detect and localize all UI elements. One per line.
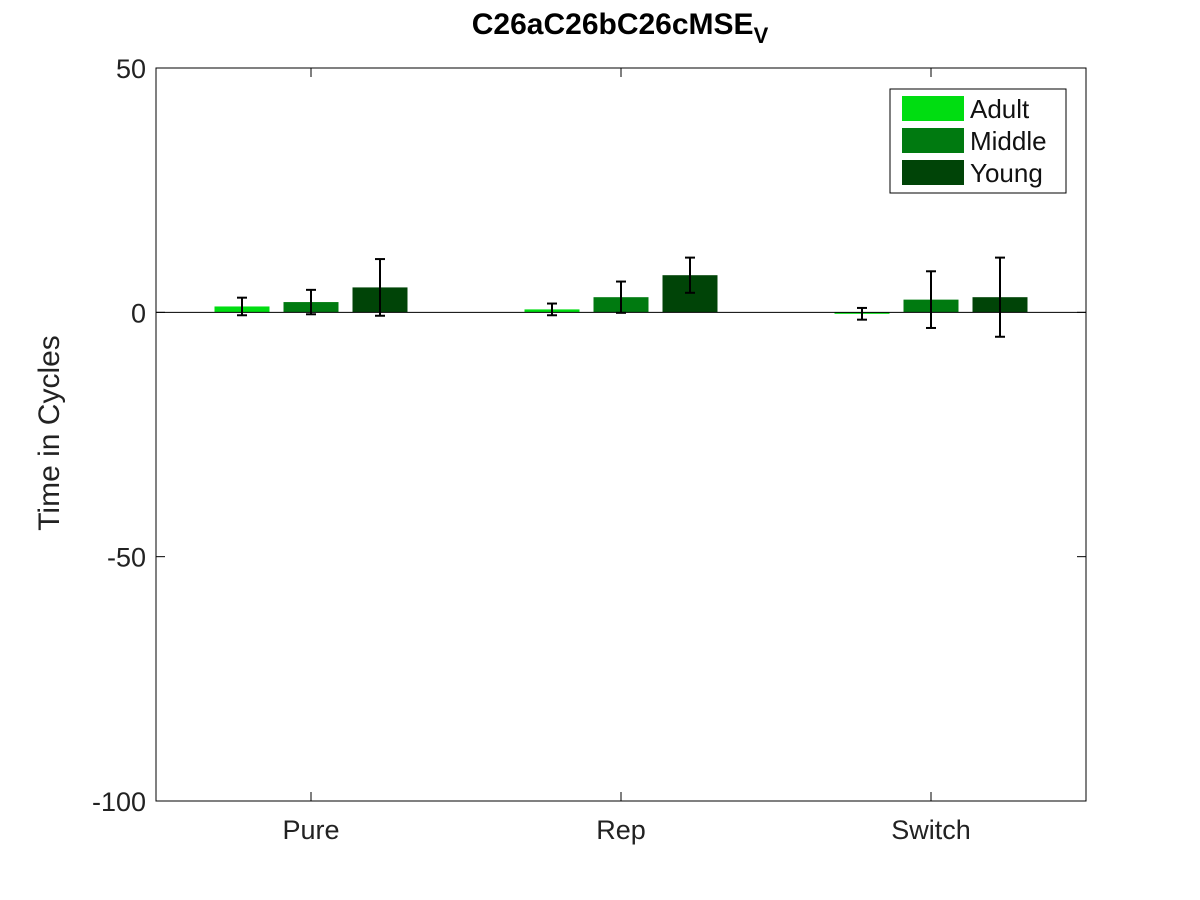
- chart-marks: [214, 256, 1028, 338]
- legend-swatch: [902, 96, 964, 121]
- legend-label: Adult: [970, 94, 1030, 124]
- chart-title: C26aC26bC26cMSEV: [0, 8, 1200, 49]
- chart-title-subscript: V: [753, 23, 769, 48]
- legend-swatch: [902, 160, 964, 185]
- y-tick-label: -50: [107, 543, 146, 573]
- chart-title-text: C26aC26bC26cMSE: [471, 8, 754, 41]
- legend-label: Young: [970, 158, 1043, 188]
- y-tick-label: -100: [92, 787, 146, 817]
- x-tick-label: Pure: [282, 815, 339, 845]
- y-tick-label: 50: [116, 54, 146, 84]
- legend-swatch: [902, 128, 964, 153]
- chart-axes: 50 0 -50 -100 Pure Rep Switch: [92, 54, 1086, 845]
- y-tick-label: 0: [131, 298, 146, 328]
- legend-label: Middle: [970, 126, 1047, 156]
- x-tick-label: Switch: [891, 815, 971, 845]
- x-tick-label: Rep: [596, 815, 646, 845]
